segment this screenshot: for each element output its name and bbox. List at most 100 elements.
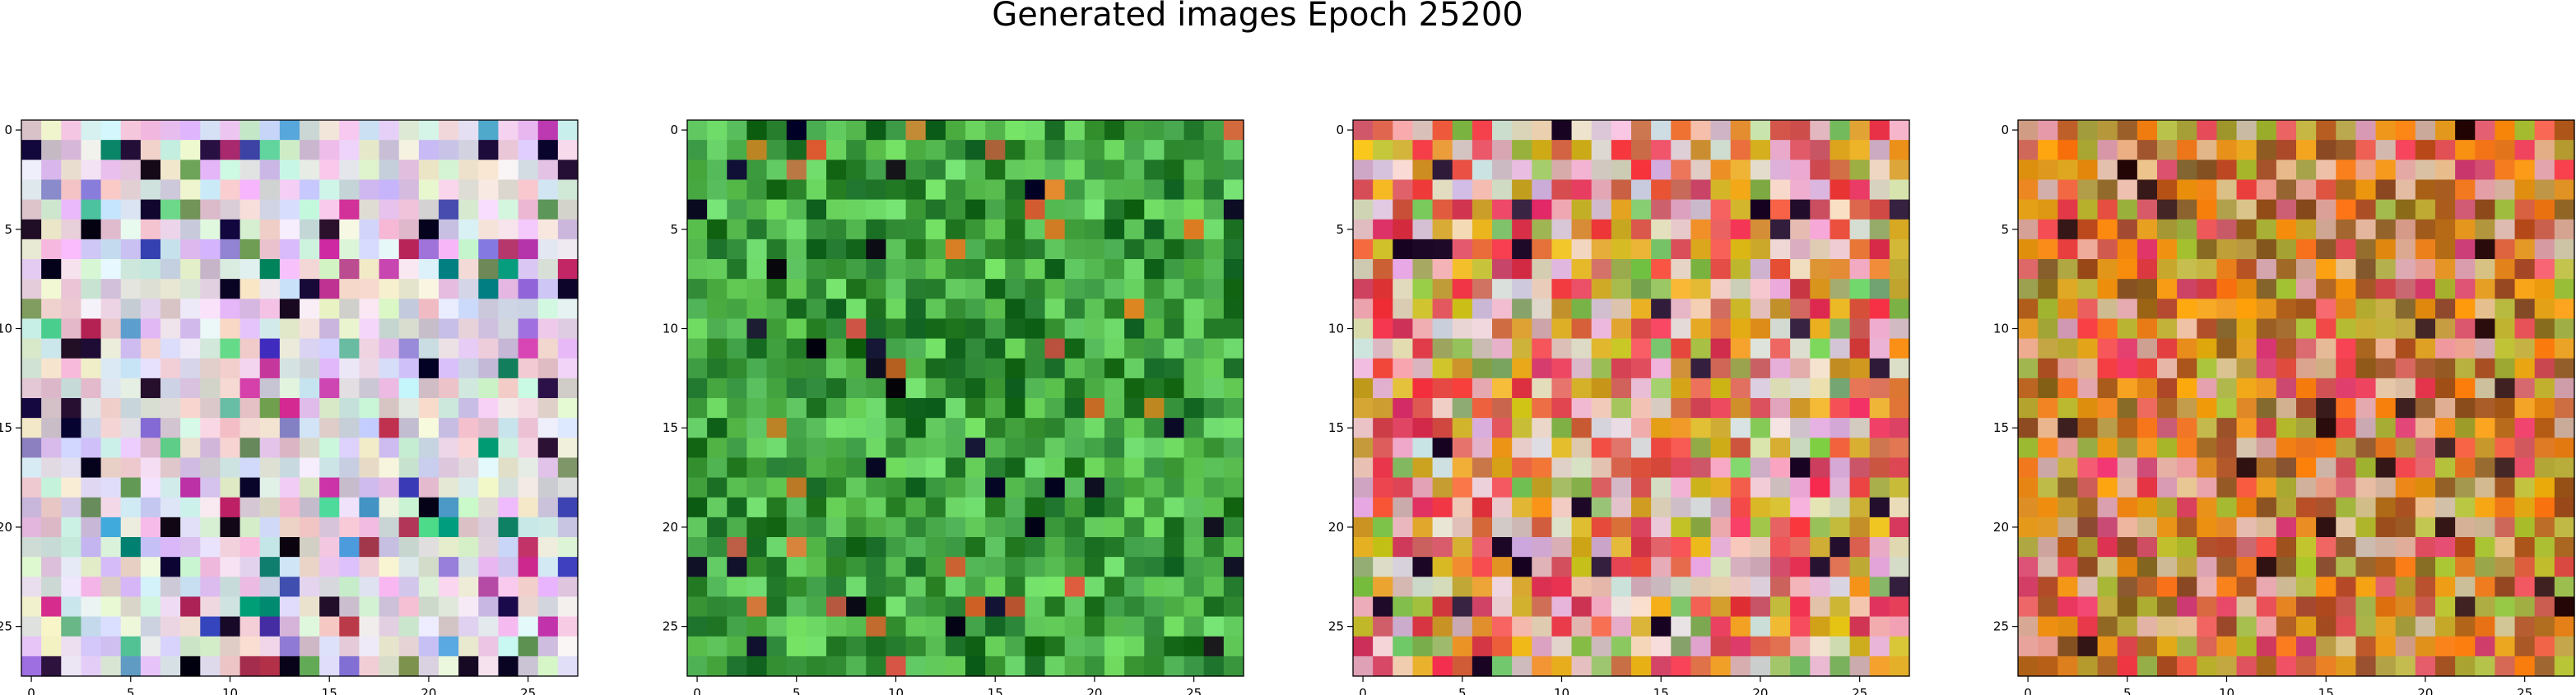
pixel-cell xyxy=(2336,219,2357,240)
pixel-cell xyxy=(2495,140,2516,160)
pixel-cell xyxy=(1631,438,1652,459)
pixel-cell xyxy=(1353,398,1374,419)
pixel-cell xyxy=(886,418,907,438)
pixel-cell xyxy=(2395,616,2416,637)
pixel-cell xyxy=(259,179,281,201)
pixel-cell xyxy=(1452,616,1473,637)
pixel-cell xyxy=(100,199,122,220)
pixel-cell xyxy=(707,259,728,280)
y-tick-label: 25 xyxy=(1993,619,2009,634)
pixel-cell xyxy=(2197,259,2218,280)
pixel-cell xyxy=(1044,199,1066,220)
pixel-cell xyxy=(925,318,946,340)
pixel-cell xyxy=(339,596,360,618)
pixel-cell xyxy=(905,577,927,598)
pixel-cell xyxy=(339,199,360,220)
pixel-cell xyxy=(1671,517,1692,538)
pixel-cell xyxy=(727,318,748,340)
y-tick-label: 10 xyxy=(1993,322,2009,336)
pixel-cell xyxy=(806,497,827,518)
pixel-cell xyxy=(239,239,261,260)
pixel-cell xyxy=(1412,160,1434,181)
pixel-cell xyxy=(61,120,82,141)
pixel-cell xyxy=(2077,338,2099,359)
pixel-cell xyxy=(1353,358,1374,379)
pixel-cell xyxy=(2475,140,2496,160)
pixel-cell xyxy=(846,299,867,320)
pixel-cell xyxy=(2316,378,2337,399)
pixel-cell xyxy=(478,160,500,181)
pixel-cell xyxy=(537,259,559,280)
pixel-cell xyxy=(200,438,221,459)
pixel-cell xyxy=(1044,537,1066,558)
pixel-cell xyxy=(1044,557,1066,577)
pixel-cell xyxy=(2336,457,2357,479)
pixel-cell xyxy=(886,239,907,260)
pixel-cell xyxy=(766,338,788,359)
pixel-cell xyxy=(1025,338,1046,359)
pixel-cell xyxy=(1044,338,1066,359)
pixel-cell xyxy=(707,239,728,260)
pixel-cell xyxy=(2554,219,2575,240)
pixel-cell xyxy=(518,378,539,399)
pixel-cell xyxy=(537,299,559,320)
pixel-cell xyxy=(418,398,439,419)
pixel-cell xyxy=(1690,656,1712,677)
pixel-cell xyxy=(925,378,946,399)
pixel-cell xyxy=(300,577,320,598)
pixel-cell xyxy=(1144,457,1165,479)
pixel-cell xyxy=(1750,318,1771,340)
pixel-cell xyxy=(1849,199,1871,220)
pixel-cell xyxy=(160,398,181,419)
pixel-cell xyxy=(61,179,82,201)
pixel-cell xyxy=(2554,457,2575,479)
pixel-cell xyxy=(1104,378,1125,399)
pixel-cell xyxy=(766,537,788,558)
pixel-cell xyxy=(478,259,500,280)
pixel-cell xyxy=(2097,199,2118,220)
pixel-cell xyxy=(2276,120,2297,141)
pixel-cell xyxy=(2296,398,2317,419)
pixel-cell xyxy=(1492,616,1513,637)
pixel-cell xyxy=(1730,557,1751,577)
pixel-cell xyxy=(786,537,807,558)
pixel-cell xyxy=(945,577,966,598)
pixel-cell xyxy=(21,537,42,558)
pixel-cell xyxy=(180,477,201,498)
pixel-cell xyxy=(1750,418,1771,438)
pixel-cell xyxy=(339,338,360,359)
pixel-cell xyxy=(1730,279,1751,299)
pixel-cell xyxy=(1830,517,1851,538)
pixel-cell xyxy=(1651,616,1672,637)
pixel-cell xyxy=(1830,438,1851,459)
pixel-cell xyxy=(866,259,887,280)
pixel-cell xyxy=(1025,299,1046,320)
pixel-cell xyxy=(1790,120,1811,141)
pixel-cell xyxy=(1472,497,1493,518)
pixel-cell xyxy=(1869,179,1890,201)
pixel-cell xyxy=(1671,497,1692,518)
pixel-cell xyxy=(2256,616,2277,637)
pixel-cell xyxy=(1571,378,1593,399)
pixel-cell xyxy=(1104,259,1125,280)
pixel-cell xyxy=(2316,616,2337,637)
pixel-cell xyxy=(2018,596,2039,618)
pixel-cell xyxy=(1631,557,1652,577)
pixel-cell xyxy=(1710,577,1732,598)
pixel-cell xyxy=(1472,358,1493,379)
pixel-cell xyxy=(985,398,1006,419)
pixel-cell xyxy=(1084,656,1105,677)
pixel-cell xyxy=(1750,596,1771,618)
pixel-cell xyxy=(537,358,559,379)
pixel-cell xyxy=(300,616,320,637)
pixel-cell xyxy=(537,179,559,201)
pixel-cell xyxy=(1353,497,1374,518)
pixel-cell xyxy=(339,497,360,518)
pixel-cell xyxy=(1223,438,1244,459)
pixel-cell xyxy=(2514,557,2536,577)
pixel-cell xyxy=(319,378,340,399)
pixel-cell xyxy=(458,636,479,657)
pixel-cell xyxy=(925,596,946,618)
pixel-cell xyxy=(2514,477,2536,498)
pixel-cell xyxy=(359,299,380,320)
